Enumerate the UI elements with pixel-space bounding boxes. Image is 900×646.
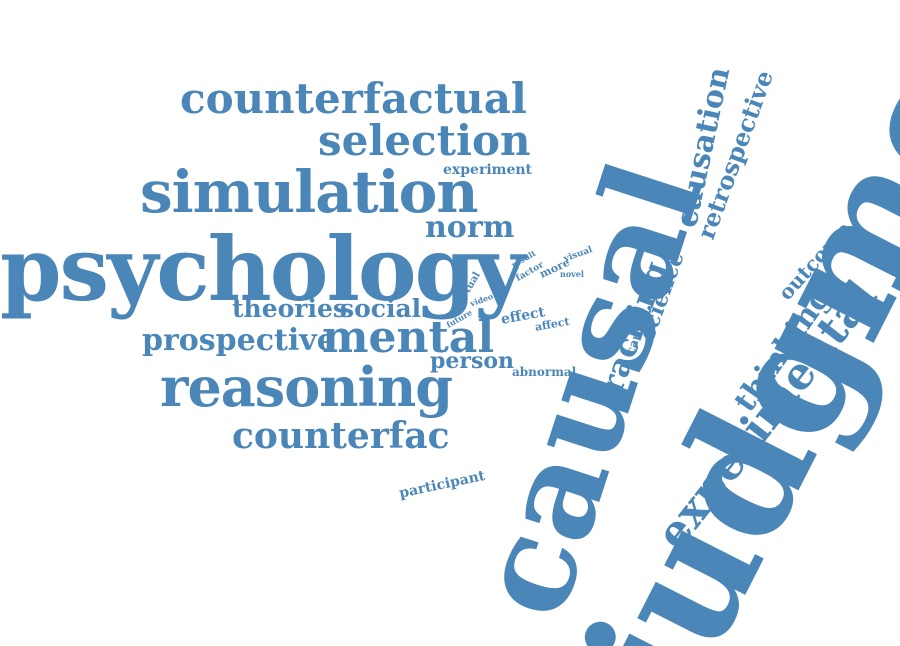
word-experiment: experiment [443, 162, 533, 178]
word-social: social [340, 294, 422, 323]
word-counterfac: counterfac [232, 415, 450, 457]
word-person: person [430, 348, 515, 374]
word-reasoning: reasoning [160, 355, 453, 419]
word-simulation: simulation [140, 158, 479, 226]
word-prospective: prospective [142, 323, 336, 358]
word-psychology: psychology [0, 217, 525, 321]
word-norm: norm [425, 210, 515, 245]
word-abnormal: abnormal [512, 365, 577, 379]
word-selection: selection [318, 116, 531, 165]
word-novel: novel [560, 269, 584, 279]
word-counterfactual: counterfactual [180, 74, 527, 123]
word-theories: theories [232, 294, 347, 323]
word-mental: mental [322, 312, 495, 363]
